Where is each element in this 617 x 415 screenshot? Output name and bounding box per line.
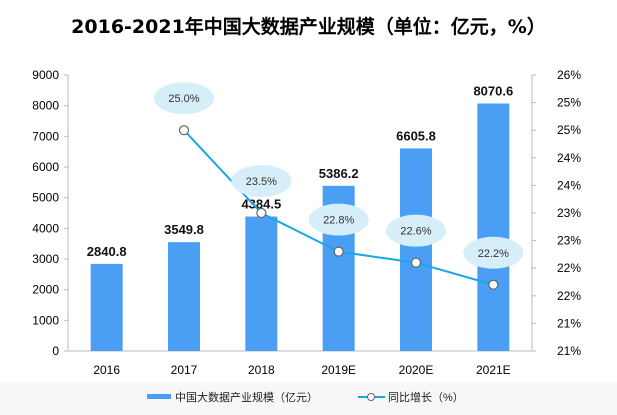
left-tick-label: 0 xyxy=(52,344,59,358)
x-tick-label: 2020E xyxy=(399,363,434,377)
left-tick-label: 9000 xyxy=(32,68,59,82)
growth-data-label: 23.5% xyxy=(246,176,277,188)
x-tick-label: 2021E xyxy=(476,363,511,377)
growth-point xyxy=(488,279,499,290)
right-tick-label: 24% xyxy=(557,178,581,192)
bar-data-label: 4384.5 xyxy=(241,197,281,212)
bar xyxy=(90,263,123,351)
bar xyxy=(168,242,200,351)
growth-label-bubble xyxy=(231,165,292,197)
chart-title: 2016-2021年中国大数据产业规模（单位：亿元，%） xyxy=(71,16,546,38)
right-tick-label: 21% xyxy=(557,344,581,358)
legend-background xyxy=(0,382,617,415)
growth-point xyxy=(333,246,344,257)
left-tick-label: 5000 xyxy=(32,191,59,205)
growth-data-label: 25.0% xyxy=(168,93,199,105)
growth-label-bubble xyxy=(386,214,446,247)
growth-label-bubble xyxy=(463,236,524,269)
legend-line-marker xyxy=(367,393,375,401)
bar-data-label: 2840.8 xyxy=(87,244,127,259)
left-tick-label: 8000 xyxy=(32,99,59,113)
legend-bar-label: 中国大数据产业规模（亿元） xyxy=(175,390,318,404)
growth-point xyxy=(410,257,422,268)
x-tick-label: 2016 xyxy=(93,363,120,377)
left-tick-label: 6000 xyxy=(32,160,59,174)
right-tick-label: 23% xyxy=(557,234,581,248)
x-tick-label: 2017 xyxy=(171,363,198,377)
left-tick-label: 1000 xyxy=(32,313,59,327)
growth-label-bubble xyxy=(308,203,369,236)
legend-bar-swatch xyxy=(147,394,171,399)
right-tick-label: 23% xyxy=(557,206,581,220)
growth-data-label: 22.8% xyxy=(323,215,354,227)
bar-data-label: 6605.8 xyxy=(396,128,436,143)
left-tick-label: 4000 xyxy=(32,221,59,235)
bar xyxy=(245,216,278,351)
left-tick-label: 3000 xyxy=(32,252,59,266)
growth-data-label: 22.6% xyxy=(400,226,431,238)
legend-line-label: 同比增长（%） xyxy=(388,390,464,404)
right-tick-label: 26% xyxy=(557,68,581,82)
right-tick-label: 25% xyxy=(557,123,581,137)
left-tick-label: 2000 xyxy=(32,283,59,297)
left-tick-label: 7000 xyxy=(32,129,59,143)
bar-data-label: 8070.6 xyxy=(473,84,513,99)
growth-point xyxy=(178,125,190,136)
bar xyxy=(477,103,510,351)
right-tick-label: 22% xyxy=(557,289,581,303)
x-tick-label: 2018 xyxy=(248,363,275,377)
bar xyxy=(400,148,432,351)
growth-point xyxy=(256,207,267,219)
x-tick-label: 2019E xyxy=(321,363,356,377)
right-tick-label: 22% xyxy=(557,261,581,275)
growth-label-bubble xyxy=(154,82,214,115)
right-tick-label: 24% xyxy=(557,151,581,165)
bar-data-label: 3549.8 xyxy=(164,222,204,237)
growth-data-label: 22.2% xyxy=(478,248,509,260)
right-tick-label: 21% xyxy=(557,316,581,330)
right-tick-label: 25% xyxy=(557,96,581,110)
bar-data-label: 5386.2 xyxy=(319,166,359,181)
